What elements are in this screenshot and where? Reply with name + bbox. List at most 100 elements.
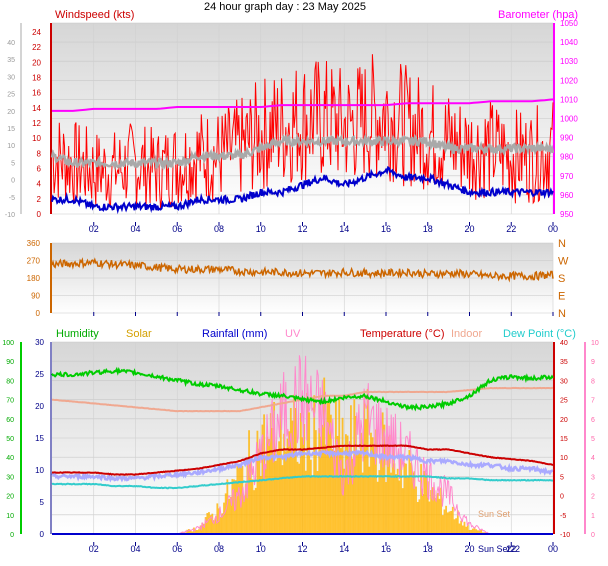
humidity-tick-label: 70: [6, 398, 14, 405]
solar-tick-label: 5: [40, 498, 45, 507]
solar-label: Solar: [126, 328, 152, 340]
solar-bar: [357, 454, 359, 534]
solar-bar: [405, 464, 407, 534]
direction-tick-label: 270: [27, 257, 41, 266]
uv-tick-label: 4: [591, 455, 595, 462]
outer-tick-label: 40: [7, 40, 15, 47]
windspeed-axis-title: Windspeed (kts): [55, 9, 134, 21]
wind-time-label: 00: [548, 224, 558, 234]
climate-time-label: 12: [297, 544, 307, 554]
sunset-annotation: Sun Set: [478, 509, 511, 519]
climate-time-label: 16: [381, 544, 391, 554]
windspeed-tick-label: 0: [37, 210, 42, 219]
temperature-tick-label: 30: [560, 378, 568, 385]
outer-tick-label: 30: [7, 74, 15, 81]
windspeed-tick-label: 2: [37, 195, 42, 204]
solar-bar: [260, 476, 262, 534]
solar-bar: [282, 465, 284, 534]
solar-bar: [220, 517, 222, 534]
uv-tick-label: 3: [591, 474, 595, 481]
humidity-tick-label: 10: [6, 513, 14, 520]
solar-bar: [452, 507, 454, 534]
uv-tick-label: 6: [591, 417, 595, 424]
solar-bar: [225, 493, 227, 534]
uv-tick-label: 7: [591, 398, 595, 405]
windspeed-tick-label: 24: [32, 28, 41, 37]
temperature-tick-label: 0: [560, 494, 564, 501]
solar-bar: [420, 464, 422, 534]
solar-bar: [378, 470, 380, 534]
wind-time-label: 02: [89, 224, 99, 234]
compass-tick-label: W: [558, 256, 569, 268]
solar-bar: [231, 479, 233, 534]
solar-tick-label: 25: [35, 370, 44, 379]
climate-time-label: 18: [423, 544, 433, 554]
humidity-tick-label: 20: [6, 494, 14, 501]
solar-bar: [435, 498, 437, 534]
barometer-tick-label: 950: [560, 210, 574, 219]
humidity-tick-label: 0: [10, 532, 14, 539]
climate-time-label: 04: [130, 544, 140, 554]
uv-tick-label: 9: [591, 359, 595, 366]
wind-time-label: 04: [130, 224, 140, 234]
solar-bar: [439, 499, 441, 534]
uv-tick-label: 5: [591, 436, 595, 443]
uv-tick-label: 0: [591, 532, 595, 539]
solar-bar: [449, 511, 451, 534]
windspeed-tick-label: 18: [32, 74, 41, 83]
barometer-tick-label: 1000: [560, 115, 578, 124]
solar-bar: [223, 503, 225, 534]
humidity-tick-label: 30: [6, 474, 14, 481]
solar-bar: [397, 469, 399, 534]
solar-bar: [437, 493, 439, 534]
wind-time-label: 22: [506, 224, 516, 234]
solar-bar: [390, 473, 392, 534]
solar-bar: [395, 474, 397, 534]
barometer-tick-label: 980: [560, 153, 574, 162]
solar-bar: [255, 488, 257, 534]
solar-bar: [454, 519, 456, 534]
solar-bar: [285, 451, 287, 534]
humidity-label: Humidity: [56, 328, 99, 340]
solar-bar: [407, 477, 409, 534]
solar-bar: [277, 449, 279, 534]
temperature-label: Temperature (°C): [360, 328, 444, 340]
direction-tick-label: 0: [36, 309, 41, 318]
windspeed-tick-label: 6: [37, 165, 42, 174]
solar-bar: [275, 461, 277, 534]
climate-time-label: 08: [214, 544, 224, 554]
solar-bar: [318, 428, 320, 534]
solar-bar: [298, 464, 300, 534]
solar-bar: [253, 490, 255, 534]
barometer-tick-label: 1010: [560, 95, 578, 104]
solar-bar: [460, 521, 462, 534]
solar-bar: [415, 487, 417, 534]
solar-bar: [385, 482, 387, 534]
solar-bar: [317, 471, 319, 534]
outer-tick-label: 15: [7, 126, 15, 133]
solar-bar: [358, 451, 360, 534]
windspeed-tick-label: 4: [37, 180, 42, 189]
humidity-tick-label: 40: [6, 455, 14, 462]
uv-label: UV: [285, 328, 301, 340]
solar-tick-label: 20: [35, 402, 44, 411]
wind-time-label: 12: [297, 224, 307, 234]
wind-time-label: 16: [381, 224, 391, 234]
solar-bar: [442, 515, 444, 534]
temperature-tick-label: 25: [560, 398, 568, 405]
solar-bar: [290, 408, 292, 534]
solar-bar: [444, 509, 446, 534]
compass-tick-label: N: [558, 308, 566, 320]
windspeed-tick-label: 10: [32, 134, 41, 143]
barometer-tick-label: 970: [560, 172, 574, 181]
solar-bar: [455, 518, 457, 534]
temperature-tick-label: -5: [560, 513, 566, 520]
solar-bar: [297, 462, 299, 534]
humidity-tick-label: 50: [6, 436, 14, 443]
uv-tick-label: 1: [591, 513, 595, 520]
humidity-tick-label: 100: [2, 340, 14, 347]
solar-bar: [445, 506, 447, 534]
wind-time-label: 14: [339, 224, 349, 234]
solar-tick-label: 10: [35, 466, 44, 475]
barometer-tick-label: 960: [560, 191, 574, 200]
